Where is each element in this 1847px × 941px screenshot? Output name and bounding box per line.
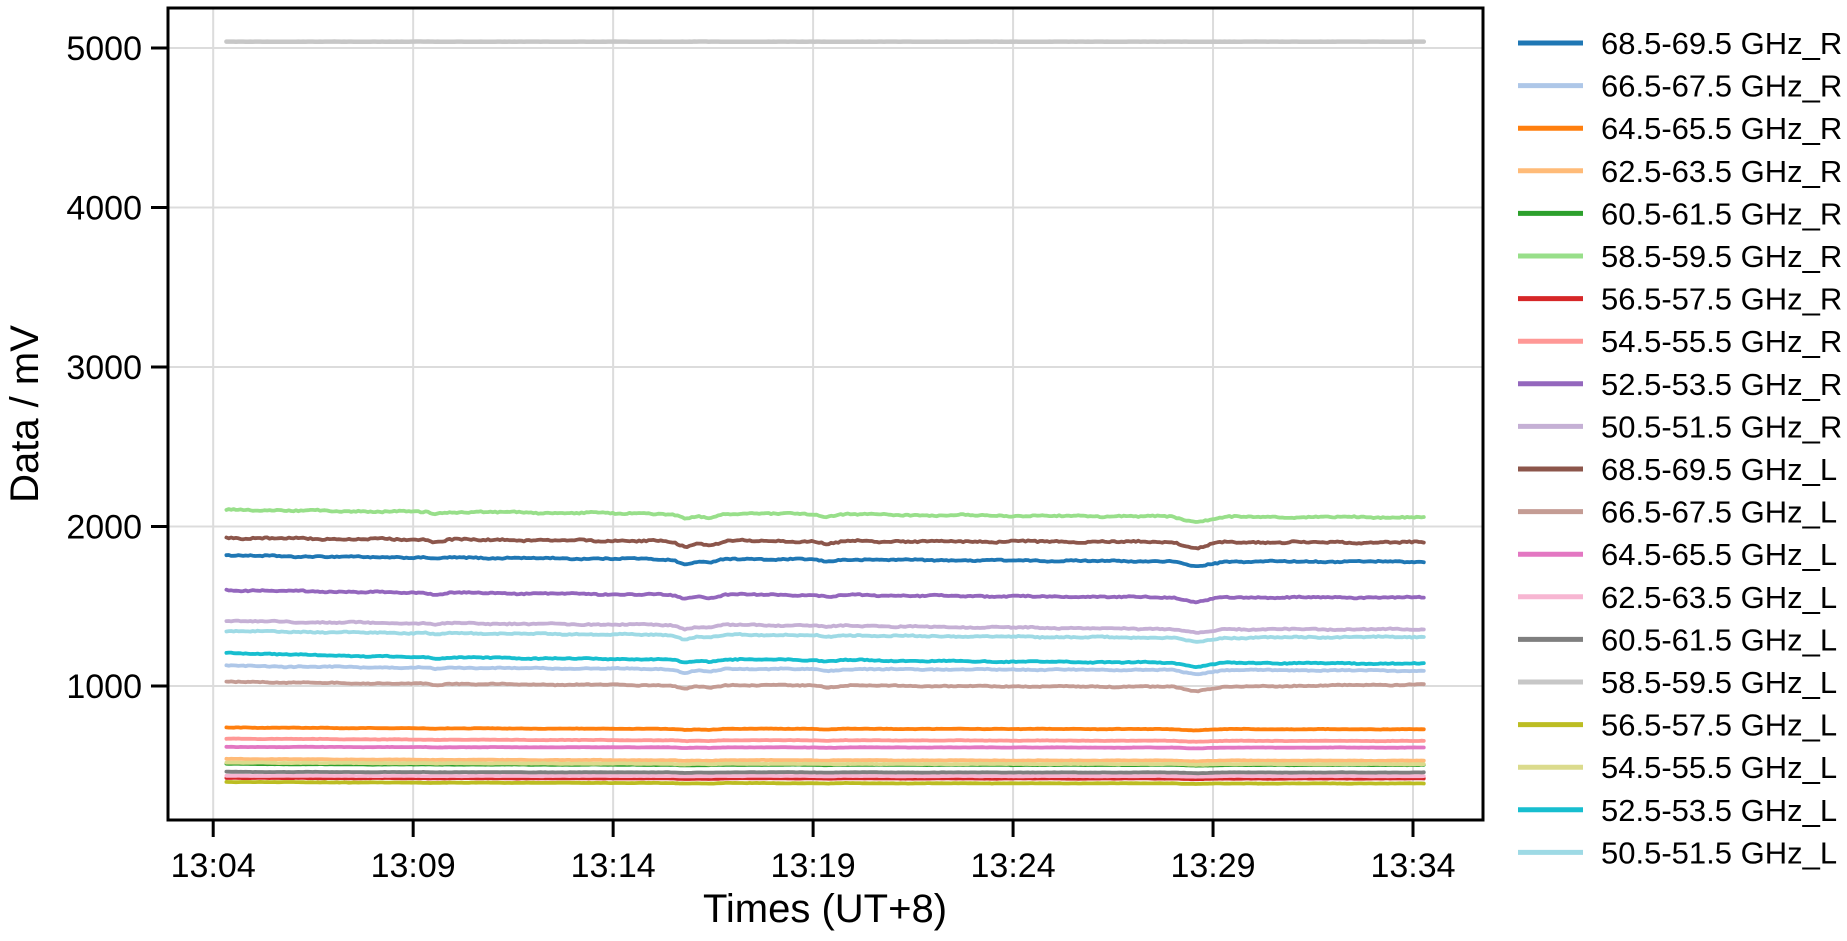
legend-entry: 54.5-55.5 GHz_R [1518,324,1842,359]
series-line-62.5-63.5-GHz_R [224,756,1426,764]
series-line-50.5-51.5-GHz_L [224,628,1426,644]
legend-entry: 56.5-57.5 GHz_L [1518,708,1837,743]
legend: 68.5-69.5 GHz_R 66.5-67.5 GHz_R 64.5-65.5 … [1518,26,1842,870]
legend-label: 66.5-67.5 GHz_L [1601,495,1837,530]
x-tick-label: 13:04 [171,847,256,885]
legend-entry: 64.5-65.5 GHz_R [1518,111,1842,146]
legend-entry: 58.5-59.5 GHz_R [1518,239,1842,274]
x-tick-label: 13:19 [771,847,856,885]
x-tick-label: 13:24 [971,847,1056,885]
legend-label: 56.5-57.5 GHz_L [1601,708,1837,743]
legend-entry: 56.5-57.5 GHz_R [1518,282,1842,317]
series-line-54.5-55.5-GHz_R [224,736,1426,744]
y-tick-label: 4000 [66,190,142,228]
series-line-62.5-63.5-GHz_L [224,773,1426,779]
legend-entry: 62.5-63.5 GHz_L [1518,580,1837,615]
legend-entry: 66.5-67.5 GHz_L [1518,495,1837,530]
legend-entry: 60.5-61.5 GHz_R [1518,196,1842,231]
data-series [224,39,1427,786]
legend-entry: 52.5-53.5 GHz_R [1518,367,1842,402]
legend-entry: 54.5-55.5 GHz_L [1518,750,1837,785]
legend-label: 60.5-61.5 GHz_L [1601,622,1837,657]
x-tick-label: 13:14 [571,847,656,885]
legend-label: 52.5-53.5 GHz_L [1601,793,1837,828]
legend-entry: 64.5-65.5 GHz_L [1518,537,1837,572]
y-tick-label: 5000 [66,30,142,68]
series-line-56.5-57.5-GHz_R [224,775,1426,782]
x-tick-label: 13:09 [371,847,456,885]
legend-entry: 50.5-51.5 GHz_R [1518,409,1842,444]
axis-ticks: 13:04 13:09 13:14 13:19 13:24 13:29 13:34 1000 2… [66,30,1455,885]
y-tick-label: 2000 [66,509,142,547]
series-line-52.5-53.5-GHz_L [224,650,1426,669]
grid-lines [168,8,1483,820]
legend-label: 62.5-63.5 GHz_R [1601,154,1842,189]
plot-frame [166,6,1485,822]
series-line-66.5-67.5-GHz_L [224,679,1426,694]
legend-label: 68.5-69.5 GHz_L [1601,452,1837,487]
series-line-58.5-59.5-GHz_R [224,507,1426,524]
series-line-68.5-69.5-GHz_L [224,535,1426,551]
series-line-66.5-67.5-GHz_R [224,663,1426,677]
series-line-50.5-51.5-GHz_R [224,618,1426,635]
series-line-52.5-53.5-GHz_R [224,587,1426,605]
legend-entry: 58.5-59.5 GHz_L [1518,665,1837,700]
legend-label: 50.5-51.5 GHz_L [1601,835,1837,870]
series-line-64.5-65.5-GHz_L [224,744,1426,751]
series-line-56.5-57.5-GHz_L [224,780,1426,786]
series-line-68.5-69.5-GHz_R [224,553,1426,568]
legend-entry: 60.5-61.5 GHz_L [1518,622,1837,657]
legend-label: 64.5-65.5 GHz_R [1601,111,1842,146]
legend-label: 50.5-51.5 GHz_R [1601,409,1842,444]
legend-label: 54.5-55.5 GHz_R [1601,324,1842,359]
legend-entry: 62.5-63.5 GHz_R [1518,154,1842,189]
legend-label: 56.5-57.5 GHz_R [1601,282,1842,317]
y-tick-label: 3000 [66,349,142,387]
legend-label: 62.5-63.5 GHz_L [1601,580,1837,615]
series-line-60.5-61.5-GHz_L [224,769,1426,776]
legend-label: 64.5-65.5 GHz_L [1601,537,1837,572]
series-line-64.5-65.5-GHz_R [224,725,1426,733]
legend-label: 58.5-59.5 GHz_L [1601,665,1837,700]
legend-label: 58.5-59.5 GHz_R [1601,239,1842,274]
legend-label: 68.5-69.5 GHz_R [1601,26,1842,61]
series-line-54.5-55.5-GHz_L [224,760,1426,767]
legend-label: 52.5-53.5 GHz_R [1601,367,1842,402]
legend-entry: 68.5-69.5 GHz_L [1518,452,1837,487]
legend-label: 54.5-55.5 GHz_L [1601,750,1837,785]
legend-label: 60.5-61.5 GHz_R [1601,196,1842,231]
legend-entry: 50.5-51.5 GHz_L [1518,835,1837,870]
x-axis-label: Times (UT+8) [703,887,947,931]
legend-label: 66.5-67.5 GHz_R [1601,69,1842,104]
legend-entry: 66.5-67.5 GHz_R [1518,69,1842,104]
legend-entry: 52.5-53.5 GHz_L [1518,793,1837,828]
x-tick-label: 13:34 [1370,847,1455,885]
legend-entry: 68.5-69.5 GHz_R [1518,26,1842,61]
y-tick-label: 1000 [66,668,142,706]
y-axis-label: Data / mV [3,325,47,503]
x-tick-label: 13:29 [1170,847,1255,885]
